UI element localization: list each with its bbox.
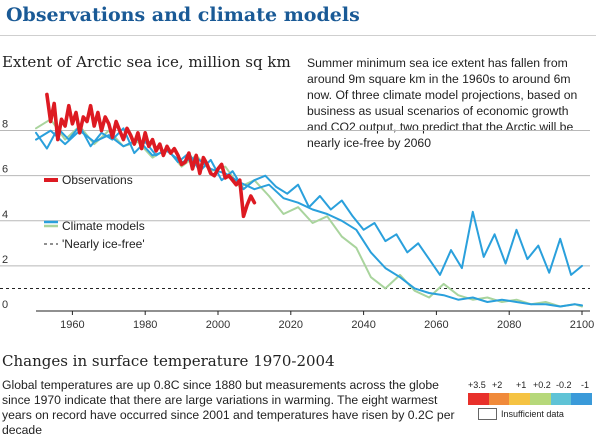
scale-swatch — [488, 393, 510, 405]
scale-label: +3.5 — [468, 380, 486, 390]
x-tick-label: 2020 — [279, 319, 303, 330]
series-group — [35, 92, 583, 308]
sea-ice-chart: 0 2 4 6 8 1960 1980 2000 2020 2040 2060 2080 2100 O… — [0, 92, 594, 330]
insufficient-data-swatch — [478, 408, 497, 420]
series-line-model-2 — [35, 129, 583, 308]
x-tick-label: 2100 — [570, 319, 594, 330]
insufficient-data-key: Insufficient data — [478, 408, 592, 420]
y-tick-label: 8 — [2, 119, 8, 131]
divider — [0, 35, 596, 36]
y-tick-label: 2 — [2, 254, 8, 266]
legend-label-observations: Observations — [62, 173, 133, 187]
scale-label: -0.2 — [556, 380, 572, 390]
scale-label: +2 — [492, 380, 503, 390]
series-line-observations — [45, 92, 257, 219]
legend-label-ice-free: 'Nearly ice-free' — [62, 237, 145, 251]
scale-swatch — [468, 393, 489, 405]
x-tick-label: 2040 — [351, 319, 375, 330]
gridlines — [0, 130, 590, 267]
x-tick-label: 2000 — [206, 319, 230, 330]
temperature-scale: +3.5 +2 +1 +0.2 -0.2 -1 Insufficient dat… — [468, 380, 593, 420]
chart-annotation: Summer minimum sea ice extent has fallen… — [307, 56, 578, 150]
scale-labels: +3.5 +2 +1 +0.2 -0.2 -1 — [468, 380, 592, 391]
legend: Observations Climate models 'Nearly ice-… — [44, 173, 145, 251]
section-text: Global temperatures are up 0.8C since 18… — [2, 378, 455, 437]
scale-swatch — [509, 393, 531, 405]
x-tick-labels: 1960 1980 2000 2020 2040 2060 2080 2100 — [60, 319, 594, 330]
scale-swatch — [571, 393, 593, 405]
x-tick-label: 1980 — [133, 319, 157, 330]
insufficient-data-label: Insufficient data — [501, 409, 564, 419]
scale-label: +1 — [516, 380, 527, 390]
y-tick-label: 4 — [2, 209, 8, 221]
scale-swatch — [550, 393, 572, 405]
scale-label: +0.2 — [533, 380, 551, 390]
headline: Observations and climate models — [6, 4, 360, 26]
x-tick-label: 2060 — [424, 319, 448, 330]
scale-swatch — [530, 393, 551, 405]
x-axis — [36, 310, 590, 315]
y-tick-label: 0 — [2, 299, 8, 311]
x-tick-label: 1960 — [60, 319, 84, 330]
y-tick-labels: 0 2 4 6 8 — [2, 119, 8, 311]
legend-label-models: Climate models — [62, 219, 145, 233]
x-tick-label: 2080 — [497, 319, 521, 330]
scale-label: -1 — [581, 380, 590, 390]
chart-title: Extent of Arctic sea ice, million sq km — [2, 53, 291, 71]
section-title: Changes in surface temperature 1970-2004 — [2, 352, 335, 370]
scale-color-bar — [468, 393, 593, 405]
series-line-model-3 — [35, 118, 583, 308]
series-line-model-1 — [35, 125, 583, 276]
y-tick-label: 6 — [2, 164, 8, 176]
